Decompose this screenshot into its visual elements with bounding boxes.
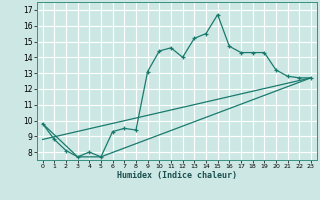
X-axis label: Humidex (Indice chaleur): Humidex (Indice chaleur): [117, 171, 237, 180]
